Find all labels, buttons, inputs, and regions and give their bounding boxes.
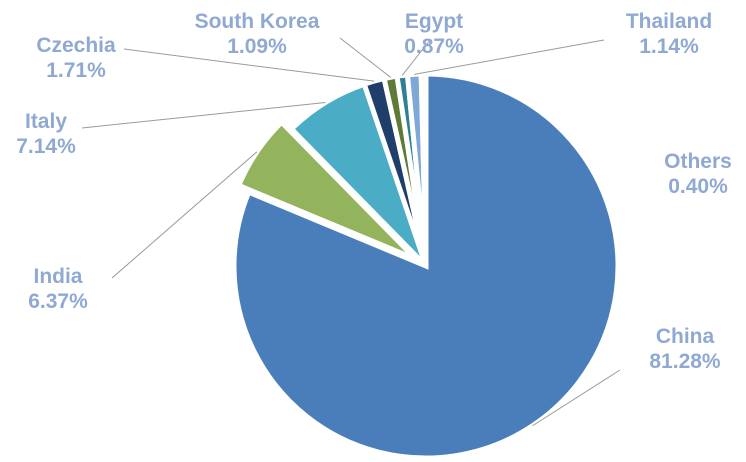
leader-line-egypt bbox=[401, 39, 431, 76]
leader-line-czechia bbox=[123, 48, 375, 82]
slice-label-percent-south-korea: 1.09% bbox=[227, 35, 287, 58]
leader-line-india bbox=[111, 151, 258, 279]
slice-label-name-india: India bbox=[33, 265, 82, 288]
slice-label-name-italy: Italy bbox=[25, 110, 67, 133]
leader-line-south-korea bbox=[339, 37, 391, 78]
slice-label-percent-thailand: 1.14% bbox=[639, 35, 699, 58]
pie-slice-others bbox=[418, 71, 429, 267]
slice-label-percent-india: 6.37% bbox=[28, 290, 88, 313]
slice-label-percent-others: 0.40% bbox=[668, 175, 728, 198]
slice-label-name-china: China bbox=[656, 325, 715, 348]
slice-label-name-others: Others bbox=[664, 150, 732, 173]
slice-label-name-egypt: Egypt bbox=[405, 10, 463, 33]
slice-label-percent-china: 81.28% bbox=[649, 350, 721, 373]
slice-label-name-south-korea: South Korea bbox=[195, 10, 320, 33]
slice-label-name-thailand: Thailand bbox=[626, 10, 712, 33]
leader-line-italy bbox=[81, 101, 326, 129]
slice-label-name-czechia: Czechia bbox=[36, 34, 116, 57]
leader-line-china bbox=[532, 369, 621, 427]
pie-slice-india bbox=[235, 118, 418, 262]
slice-label-percent-italy: 7.14% bbox=[16, 135, 76, 158]
leader-lines bbox=[81, 37, 621, 427]
slice-label-percent-egypt: 0.87% bbox=[404, 35, 464, 58]
slice-label-percent-czechia: 1.71% bbox=[46, 59, 106, 82]
leader-line-thailand bbox=[414, 39, 605, 75]
slice-labels: China81.28%India6.37%Italy7.14%Czechia1.… bbox=[16, 10, 732, 373]
pie-slices bbox=[231, 71, 621, 461]
